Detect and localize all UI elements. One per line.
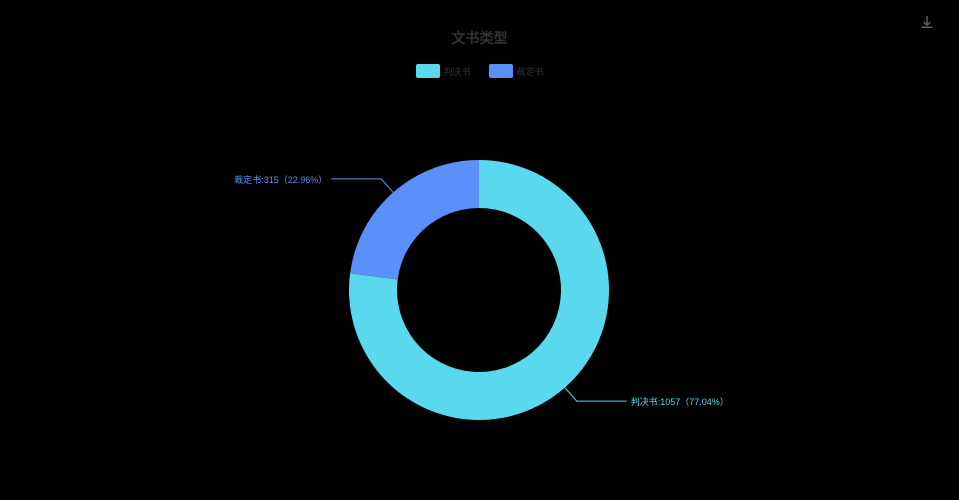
- leader-line-1: [331, 179, 393, 193]
- download-icon[interactable]: [919, 14, 935, 30]
- donut-slice-1[interactable]: [350, 160, 479, 280]
- donut-chart: [0, 0, 959, 500]
- slice-label-0: 判决书:1057（77.04%）: [631, 395, 729, 408]
- leader-line-0: [565, 388, 627, 402]
- slice-label-1: 裁定书:315（22.96%）: [234, 173, 327, 186]
